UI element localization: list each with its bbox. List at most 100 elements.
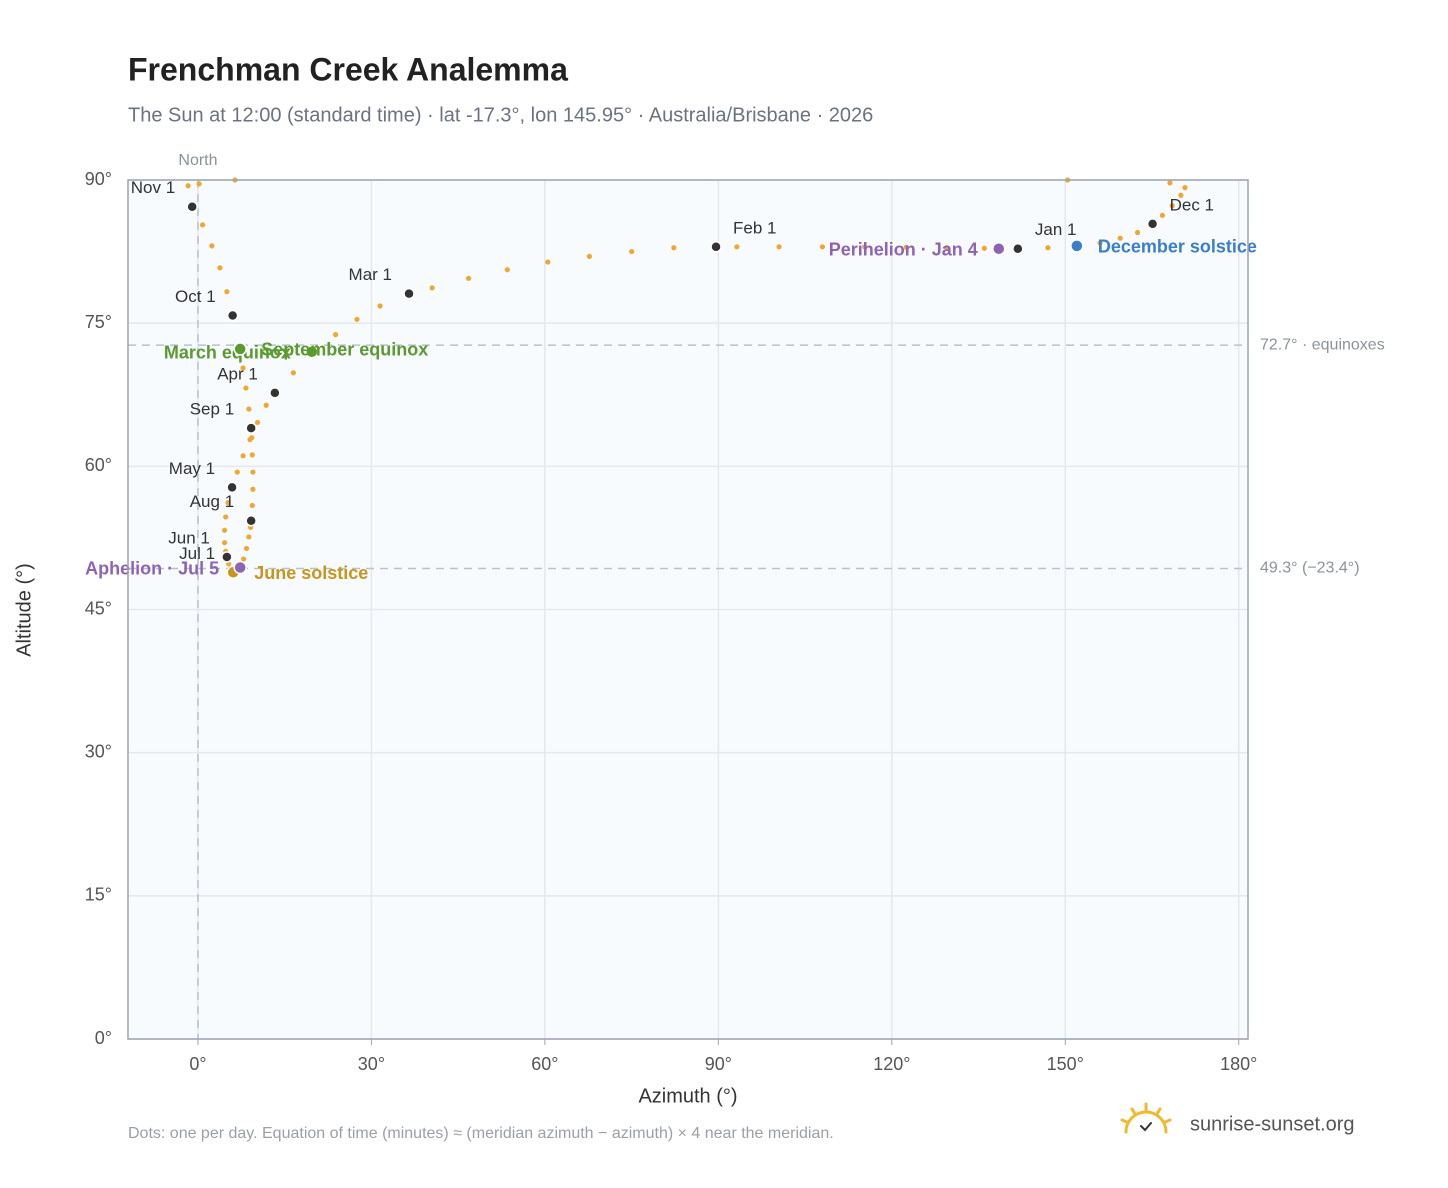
x-tick-label: 30° xyxy=(358,1054,385,1074)
day-dot xyxy=(586,253,593,259)
reference-label: 49.3° (−23.4°) xyxy=(1260,560,1360,577)
brand-logo xyxy=(1120,1102,1172,1134)
event-marker xyxy=(233,342,247,356)
day-dot xyxy=(776,244,782,250)
day-dot xyxy=(1178,192,1184,198)
month-label: Apr 1 xyxy=(217,364,258,383)
day-dot xyxy=(221,540,228,546)
day-dot xyxy=(243,545,250,552)
month-marker xyxy=(221,551,233,563)
day-dot xyxy=(250,486,256,492)
day-dot xyxy=(240,365,246,371)
event-marker xyxy=(992,241,1006,256)
event-label: Perihelion · Jan 4 xyxy=(829,239,978,259)
month-label: Aug 1 xyxy=(190,492,234,511)
day-dot xyxy=(243,385,249,391)
y-tick-label: 30° xyxy=(85,741,112,761)
month-marker xyxy=(1146,218,1159,230)
x-tick-label: 120° xyxy=(873,1054,910,1074)
reference-label: 72.7° · equinoxes xyxy=(1260,336,1385,353)
day-dot xyxy=(332,332,339,338)
day-dot xyxy=(199,222,206,228)
day-dot xyxy=(1097,240,1103,246)
day-dot xyxy=(429,285,435,291)
day-dot xyxy=(225,500,231,506)
day-dot xyxy=(944,245,950,251)
day-dot xyxy=(246,534,252,540)
x-tick-label: 90° xyxy=(705,1054,732,1074)
day-dot xyxy=(504,267,510,273)
day-dot xyxy=(671,245,677,251)
y-tick-label: 15° xyxy=(85,885,112,905)
day-dot xyxy=(250,469,256,475)
month-marker xyxy=(269,387,281,399)
month-label: Mar 1 xyxy=(349,265,392,284)
month-label: May 1 xyxy=(169,459,215,478)
footnote: Dots: one per day. Equation of time (min… xyxy=(128,1125,834,1142)
day-dot xyxy=(1117,235,1123,241)
month-marker xyxy=(1012,242,1024,255)
reference-lines: 72.7° · equinoxes 49.3° (−23.4°) North xyxy=(128,152,1385,1039)
day-dot xyxy=(241,556,247,562)
plot-frame xyxy=(127,179,1249,1040)
day-dot xyxy=(981,245,987,251)
day-dot xyxy=(734,244,740,250)
day-dot xyxy=(377,303,383,309)
day-dot xyxy=(263,402,269,408)
x-tick-label: 150° xyxy=(1047,1054,1084,1074)
day-dot xyxy=(185,183,191,189)
month-marker xyxy=(226,309,239,322)
day-dot xyxy=(903,244,909,250)
day-dot xyxy=(1045,245,1051,251)
chart-title: Frenchman Creek Analemma xyxy=(128,51,568,87)
day-dot xyxy=(224,289,230,295)
month-label: Oct 1 xyxy=(175,287,216,306)
day-dot xyxy=(234,469,240,475)
month-label: Nov 1 xyxy=(131,178,175,197)
day-dot xyxy=(1134,229,1141,236)
day-dot xyxy=(249,502,255,509)
chart-subtitle: The Sun at 12:00 (standard time) · lat -… xyxy=(128,104,873,126)
day-dot xyxy=(221,527,228,533)
day-dot xyxy=(290,370,296,376)
x-tick-label: 180° xyxy=(1220,1054,1257,1074)
day-dot xyxy=(209,243,215,249)
event-marker xyxy=(1070,239,1084,253)
event-label: December solstice xyxy=(1098,237,1257,257)
event-marker xyxy=(305,345,319,359)
month-label: Jun 1 xyxy=(168,528,210,547)
month-marker xyxy=(245,514,257,527)
x-axis-label: Azimuth (°) xyxy=(638,1085,737,1107)
month-label: Sep 1 xyxy=(190,400,234,419)
day-dot xyxy=(1167,180,1173,186)
y-tick-label: 0° xyxy=(95,1028,112,1048)
day-dot xyxy=(465,275,472,281)
day-dot xyxy=(196,181,202,187)
event-label: Aphelion · Jul 5 xyxy=(85,558,219,578)
day-dot xyxy=(249,435,255,441)
y-tick-label: 45° xyxy=(85,598,112,618)
x-tick-label: 60° xyxy=(531,1054,558,1074)
month-label: Jul 1 xyxy=(179,544,215,563)
day-dot xyxy=(246,406,252,412)
event-label: March equinox xyxy=(164,343,291,363)
day-dot xyxy=(217,265,223,271)
y-tick-label: 75° xyxy=(85,312,112,332)
month-marker xyxy=(245,422,257,434)
day-dot xyxy=(223,514,229,520)
month-label: Dec 1 xyxy=(1170,195,1214,214)
day-dot xyxy=(249,452,255,458)
event-marker xyxy=(233,560,247,575)
day-dot xyxy=(1159,212,1166,218)
north-label: North xyxy=(178,152,217,169)
day-dot xyxy=(240,453,246,459)
month-marker xyxy=(226,481,238,494)
day-dot xyxy=(819,244,826,250)
y-tick-label: 60° xyxy=(85,455,112,475)
day-dot xyxy=(629,248,635,255)
brand-name: sunrise-sunset.org xyxy=(1190,1113,1355,1135)
event-label: June solstice xyxy=(254,563,368,583)
